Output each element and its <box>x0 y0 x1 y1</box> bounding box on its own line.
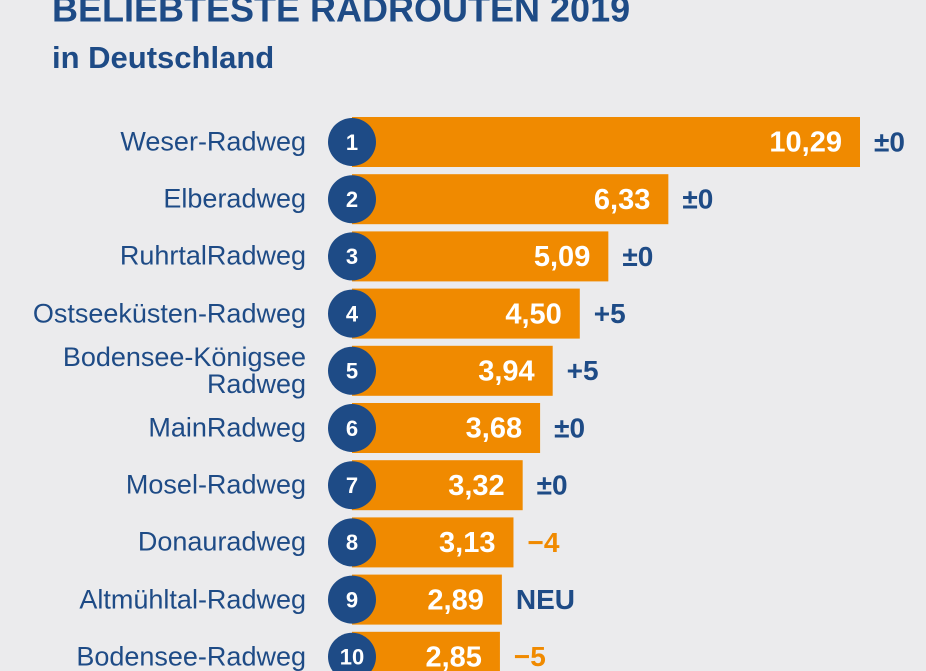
value-label: 3,32 <box>448 470 504 502</box>
rank-badge <box>328 118 376 166</box>
change-label: ±0 <box>874 126 905 157</box>
rank-label: 3 <box>346 244 358 269</box>
rank-badge <box>328 632 376 671</box>
category-label: RuhrtalRadweg <box>119 240 306 271</box>
change-label: ±0 <box>682 184 713 215</box>
bar <box>352 231 609 282</box>
rank-badge <box>328 404 376 452</box>
rank-label: 8 <box>346 530 358 555</box>
category-label: Elberadweg <box>163 183 306 214</box>
bar <box>352 517 514 568</box>
bar <box>352 174 669 225</box>
category-label: Bodensee-Königsee Radweg <box>62 341 306 399</box>
category-label: Mosel-Radweg <box>125 469 306 500</box>
change-label: +5 <box>594 298 626 329</box>
value-label: 6,33 <box>594 184 650 216</box>
value-label: 3,13 <box>439 527 495 559</box>
rank-label: 9 <box>346 587 358 612</box>
rank-badge <box>328 461 376 510</box>
rank-label: 6 <box>346 416 358 441</box>
rank-badge <box>328 232 376 281</box>
change-label: −4 <box>527 527 559 558</box>
rank-badge <box>328 346 376 395</box>
rank-label: 1 <box>346 130 358 155</box>
bar <box>352 288 580 339</box>
rank-badge <box>328 518 376 567</box>
value-label: 2,89 <box>427 584 483 616</box>
rank-badge <box>328 175 376 224</box>
rank-label: 10 <box>340 645 364 670</box>
rank-label: 7 <box>346 473 358 498</box>
bar <box>352 631 500 671</box>
value-label: 10,29 <box>769 127 842 159</box>
category-label: MainRadweg <box>148 412 306 443</box>
chart-subtitle: in Deutschland <box>52 40 274 75</box>
category-label: Donauradweg <box>137 526 306 557</box>
value-label: 3,68 <box>466 413 522 445</box>
category-label: Ostseeküsten-Radweg <box>32 298 306 329</box>
rank-badge <box>328 575 376 624</box>
change-label: ±0 <box>622 241 653 272</box>
bar <box>352 345 553 396</box>
change-label: ±0 <box>554 412 585 443</box>
category-label: Altmühltal-Radweg <box>79 584 306 615</box>
value-label: 4,50 <box>505 298 561 330</box>
rank-label: 5 <box>346 359 358 384</box>
change-label: +5 <box>567 355 599 386</box>
chart-title: BELIEBTESTE RADROUTEN 2019 <box>52 0 630 30</box>
change-label: ±0 <box>537 470 568 501</box>
value-label: 5,09 <box>534 241 590 273</box>
bar <box>352 460 523 511</box>
value-label: 2,85 <box>425 641 481 671</box>
category-label: Weser-Radweg <box>120 126 306 157</box>
rank-badge <box>328 289 376 338</box>
rank-label: 4 <box>346 301 359 326</box>
bar <box>352 574 502 625</box>
rank-label: 2 <box>346 187 358 212</box>
category-label: Bodensee-Radweg <box>76 641 306 671</box>
bar <box>352 117 860 167</box>
change-label: −5 <box>514 641 546 671</box>
value-label: 3,94 <box>478 355 534 387</box>
change-label: NEU <box>516 584 575 615</box>
bar <box>352 403 541 453</box>
